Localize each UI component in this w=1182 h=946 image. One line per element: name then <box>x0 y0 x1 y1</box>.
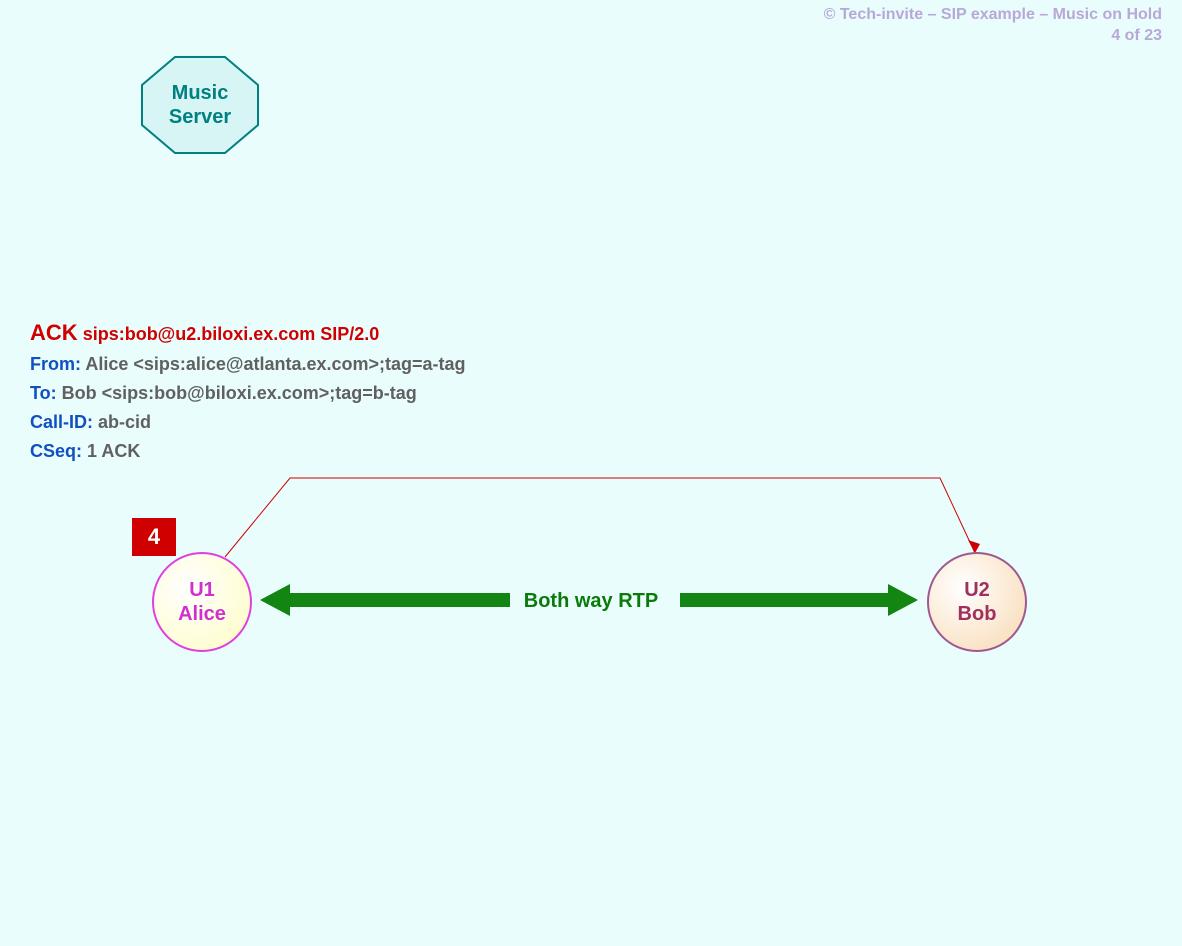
diagram-svg-layer <box>0 0 1182 946</box>
rtp-label: Both way RTP <box>0 590 1182 613</box>
signal-line <box>225 478 975 557</box>
